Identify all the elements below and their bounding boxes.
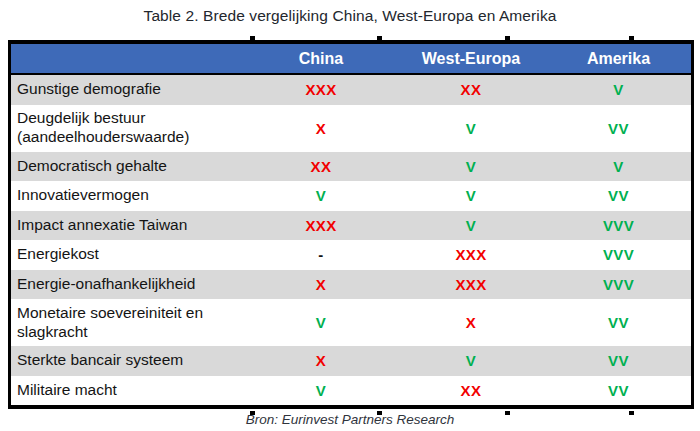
- cell-west-europa: V: [396, 152, 546, 182]
- table-row: Militaire macht V XX VV: [11, 376, 691, 406]
- cell-west-europa: V: [396, 211, 546, 241]
- row-label: Gunstige demografie: [11, 75, 246, 105]
- row-label: Impact annexatie Taiwan: [11, 211, 246, 241]
- row-label: Energiekost: [11, 240, 246, 270]
- table-row: Democratisch gehalte XX V V: [11, 152, 691, 182]
- cell-west-europa: XXX: [396, 270, 546, 300]
- cell-amerika: VVV: [546, 211, 691, 241]
- cell-amerika: VV: [546, 376, 691, 406]
- header-cell-empty: [11, 44, 246, 73]
- table-row: Impact annexatie Taiwan XXX V VVV: [11, 211, 691, 241]
- row-label: Deugdelijk bestuur (aandeelhouderswaarde…: [11, 105, 246, 152]
- table-row: Deugdelijk bestuur (aandeelhouderswaarde…: [11, 105, 691, 152]
- cell-china: XXX: [246, 211, 396, 241]
- cell-west-europa: XX: [396, 376, 546, 406]
- cell-china: V: [246, 181, 396, 211]
- source-caption: Bron: Eurinvest Partners Research: [0, 412, 700, 427]
- cell-china: V: [246, 376, 396, 406]
- cell-china: V: [246, 299, 396, 346]
- row-label: Innovatievermogen: [11, 181, 246, 211]
- cell-amerika: V: [546, 152, 691, 182]
- cell-china: -: [246, 240, 396, 270]
- cell-west-europa: V: [396, 181, 546, 211]
- table-row: Innovatievermogen V V VV: [11, 181, 691, 211]
- header-cell-china: China: [246, 44, 396, 73]
- cell-amerika: VV: [546, 105, 691, 152]
- row-label: Democratisch gehalte: [11, 152, 246, 182]
- table-title: Table 2. Brede vergelijking China, West-…: [0, 7, 700, 25]
- table-row: Energie-onafhankelijkheid X XXX VVV: [11, 270, 691, 300]
- cell-china: X: [246, 105, 396, 152]
- cell-amerika: VVV: [546, 270, 691, 300]
- row-label: Monetaire soevereiniteit en slagkracht: [11, 299, 246, 346]
- cell-amerika: VV: [546, 346, 691, 376]
- cell-west-europa: V: [396, 346, 546, 376]
- header-cell-west-europa: West-Europa: [396, 44, 546, 73]
- header-cell-amerika: Amerika: [546, 44, 691, 73]
- cell-west-europa: X: [396, 299, 546, 346]
- cell-china: X: [246, 346, 396, 376]
- row-label: Energie-onafhankelijkheid: [11, 270, 246, 300]
- cell-amerika: VV: [546, 299, 691, 346]
- table-row: Gunstige demografie XXX XX V: [11, 75, 691, 105]
- cell-china: XX: [246, 152, 396, 182]
- comparison-table: China West-Europa Amerika Gunstige demog…: [8, 40, 694, 409]
- cell-west-europa: XX: [396, 75, 546, 105]
- table-header-row: China West-Europa Amerika: [11, 44, 691, 75]
- row-label: Sterkte bancair systeem: [11, 346, 246, 376]
- cell-china: XXX: [246, 75, 396, 105]
- cell-amerika: VVV: [546, 240, 691, 270]
- cell-west-europa: V: [396, 105, 546, 152]
- table-row: Monetaire soevereiniteit en slagkracht V…: [11, 299, 691, 346]
- row-label: Militaire macht: [11, 376, 246, 406]
- cell-china: X: [246, 270, 396, 300]
- table-row: Sterkte bancair systeem X V VV: [11, 346, 691, 376]
- cell-amerika: VV: [546, 181, 691, 211]
- cell-west-europa: XXX: [396, 240, 546, 270]
- table-figure: Table 2. Brede vergelijking China, West-…: [0, 0, 700, 431]
- table-body: Gunstige demografie XXX XX V Deugdelijk …: [11, 75, 691, 405]
- table-row: Energiekost - XXX VVV: [11, 240, 691, 270]
- cell-amerika: V: [546, 75, 691, 105]
